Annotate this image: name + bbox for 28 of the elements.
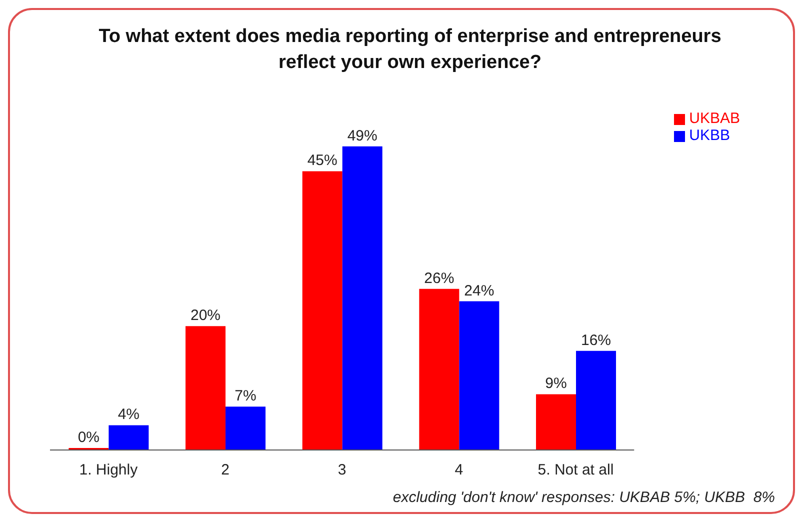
legend-label: UKBAB — [689, 110, 740, 127]
bar — [419, 288, 460, 450]
data-label: 0% — [78, 429, 100, 446]
x-tick-label: 4 — [454, 462, 464, 479]
chart-title: To what extent does media reporting of enterprise and entrepreneurs reflect your own experience? — [98, 25, 722, 75]
bar — [536, 394, 576, 450]
data-label: 24% — [464, 282, 494, 300]
text: excluding 'don't know' responses: UKBAB 5%; UKBB 8% — [392, 489, 775, 506]
data-label: 4% — [118, 406, 140, 424]
bar — [342, 146, 382, 450]
bar — [186, 326, 226, 450]
bar — [459, 301, 500, 450]
data-label: 16% — [580, 332, 612, 349]
bar — [226, 406, 266, 450]
x-tick-label: 1. Highly — [79, 462, 138, 479]
data-label: 7% — [234, 388, 256, 405]
bar — [302, 171, 342, 450]
x-tick-label: 3 — [338, 462, 346, 479]
bar — [576, 350, 616, 450]
legend-label: UKBB — [689, 127, 730, 144]
data-label: 49% — [347, 127, 378, 144]
data-label: 9% — [545, 375, 567, 392]
x-tick-label: 5. Not at all — [538, 462, 614, 479]
bar — [108, 425, 149, 450]
data-label: 45% — [307, 152, 338, 170]
data-label: 26% — [424, 270, 454, 287]
data-label: 20% — [190, 307, 221, 324]
x-tick-label: 2 — [221, 462, 230, 479]
